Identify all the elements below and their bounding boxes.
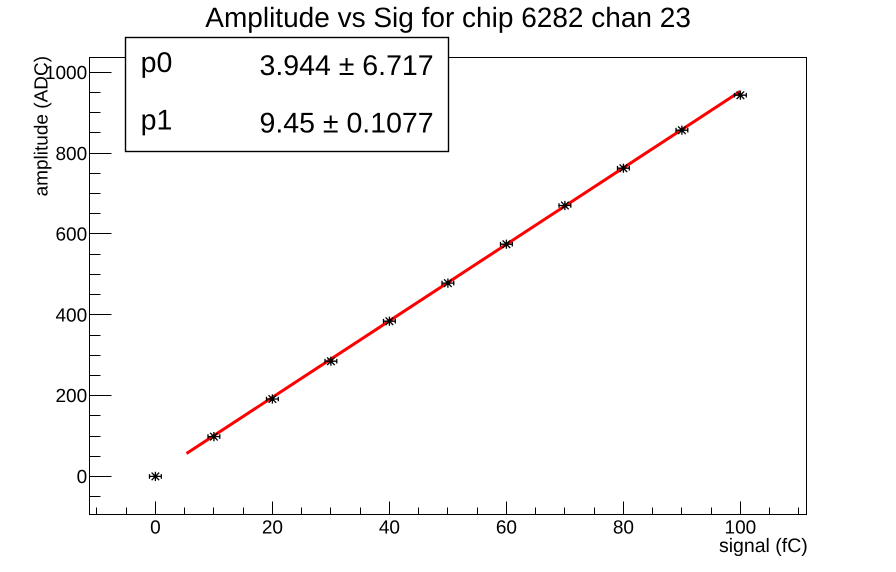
svg-text:200: 200 (55, 386, 87, 407)
svg-text:20: 20 (262, 517, 283, 538)
svg-text:1000: 1000 (45, 63, 87, 84)
svg-text:Amplitude vs Sig for chip 6282: Amplitude vs Sig for chip 6282 chan 23 (205, 2, 691, 33)
svg-text:400: 400 (55, 305, 87, 326)
svg-text:3.944 ± 6.717: 3.944 ± 6.717 (260, 50, 434, 82)
svg-text:0: 0 (150, 517, 161, 538)
svg-text:p1: p1 (141, 104, 173, 136)
svg-text:800: 800 (55, 144, 87, 165)
svg-text:80: 80 (613, 517, 634, 538)
svg-text:40: 40 (379, 517, 400, 538)
svg-text:600: 600 (55, 225, 87, 246)
svg-text:signal (fC): signal (fC) (719, 535, 808, 557)
svg-text:amplitude (ADC): amplitude (ADC) (32, 56, 53, 196)
svg-text:0: 0 (77, 467, 88, 488)
svg-text:9.45 ± 0.1077: 9.45 ± 0.1077 (260, 107, 434, 139)
svg-text:60: 60 (496, 517, 517, 538)
svg-text:p0: p0 (141, 47, 173, 79)
svg-text:100: 100 (725, 517, 757, 538)
